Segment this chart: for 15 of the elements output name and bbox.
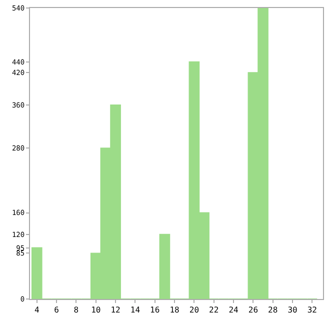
x-tick-label: 24	[228, 306, 239, 315]
x-tick-label: 16	[150, 306, 160, 315]
x-tick-label: 30	[288, 306, 298, 315]
x-tick-label: 14	[130, 306, 140, 315]
x-tick-label: 18	[170, 306, 180, 315]
x-tick-label: 4	[34, 306, 40, 315]
x-tick-label: 26	[248, 306, 258, 315]
x-tick-label: 32	[307, 306, 318, 315]
x-tick-label: 8	[74, 306, 79, 315]
x-tick-label: 6	[54, 306, 60, 315]
x-tick-label: 12	[110, 306, 121, 315]
x-tick-label: 10	[91, 306, 101, 315]
x-tick-label: 20	[189, 306, 200, 315]
x-tick-label: 28	[268, 306, 278, 315]
x-tick-label: 22	[209, 306, 219, 315]
